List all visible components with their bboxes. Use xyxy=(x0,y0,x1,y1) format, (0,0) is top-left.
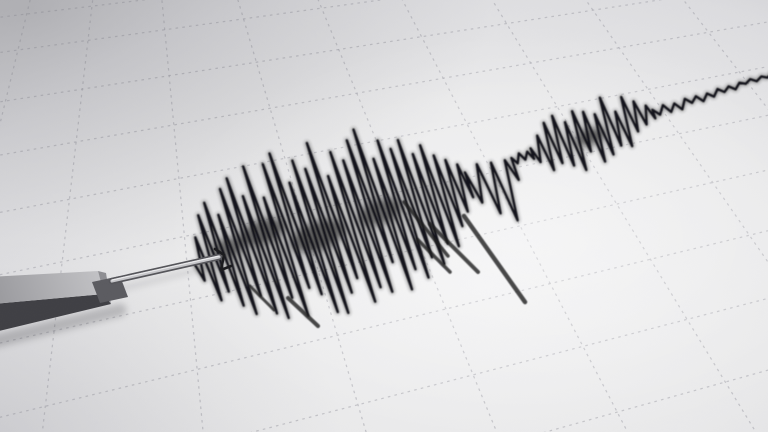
seismograph-illustration xyxy=(0,0,768,432)
seismograph-scene xyxy=(0,0,768,432)
film-grain-overlay xyxy=(0,0,768,432)
